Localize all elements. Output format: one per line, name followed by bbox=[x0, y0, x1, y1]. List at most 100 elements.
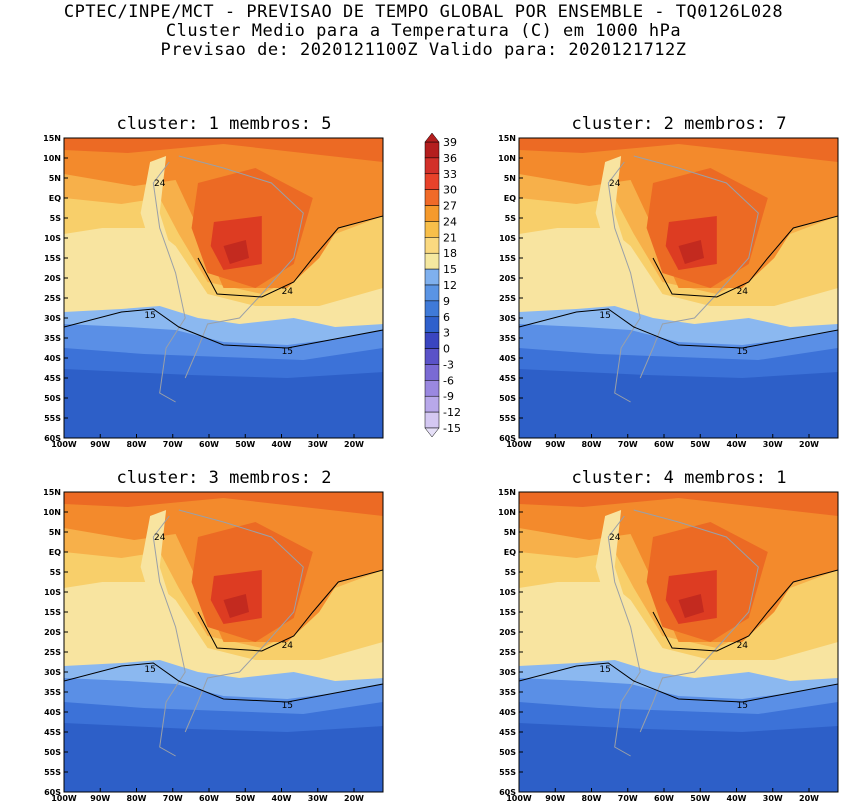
colorbar-segment bbox=[424, 141, 440, 159]
lat-tick-label: 5N bbox=[504, 174, 516, 183]
lon-tick-label: 80W bbox=[582, 440, 602, 449]
lon-tick-label: 100W bbox=[506, 440, 532, 449]
lat-tick-label: 15N bbox=[43, 488, 61, 497]
lon-tick-label: 90W bbox=[90, 440, 110, 449]
lon-tick-label: 30W bbox=[763, 794, 783, 803]
lat-tick-label: 55S bbox=[44, 414, 61, 423]
lat-tick-label: 30S bbox=[44, 668, 61, 677]
colorbar-level-label: 30 bbox=[443, 184, 457, 197]
contour-label: 24 bbox=[609, 533, 621, 543]
lat-tick-label: 40S bbox=[499, 708, 516, 717]
contour-label: 15 bbox=[599, 311, 610, 321]
lat-tick-label: 25S bbox=[44, 648, 61, 657]
lon-tick-label: 70W bbox=[618, 794, 638, 803]
lat-tick-label: 20S bbox=[499, 274, 516, 283]
lon-tick-label: 90W bbox=[545, 794, 565, 803]
colorbar-segment bbox=[424, 364, 440, 381]
panel-3-title: cluster: 3 membros: 2 bbox=[116, 468, 332, 488]
colorbar-segment bbox=[424, 237, 440, 254]
lon-tick-label: 50W bbox=[690, 794, 710, 803]
colorbar-level-label: 24 bbox=[443, 215, 457, 228]
contour-label: 24 bbox=[282, 641, 294, 651]
lon-tick-label: 70W bbox=[163, 440, 183, 449]
contour-label: 24 bbox=[609, 179, 621, 189]
lon-tick-label: 80W bbox=[127, 794, 147, 803]
map-panel-3: 15 15 24 24 15N 10N 5N EQ 5S 10S 15S 20S 25S 30S 35S 40… bbox=[43, 488, 384, 803]
colorbar-segment bbox=[424, 157, 440, 175]
lon-tick-label: 90W bbox=[90, 794, 110, 803]
lon-tick-label: 40W bbox=[727, 794, 747, 803]
lat-tick-label: 10S bbox=[44, 234, 61, 243]
contour-label: 24 bbox=[154, 179, 166, 189]
contour-label: 15 bbox=[144, 665, 155, 675]
colorbar-level-label: 0 bbox=[443, 343, 450, 356]
lat-tick-label: 15S bbox=[499, 608, 516, 617]
lon-tick-label: 60W bbox=[199, 794, 219, 803]
lat-tick-label: 20S bbox=[44, 628, 61, 637]
colorbar-segment bbox=[424, 348, 440, 365]
contour-label: 24 bbox=[282, 287, 294, 297]
lon-tick-label: 30W bbox=[308, 794, 328, 803]
lon-tick-label: 20W bbox=[344, 794, 364, 803]
lat-tick-label: 10N bbox=[43, 154, 61, 163]
colorbar-segment bbox=[424, 332, 440, 349]
colorbar-level-label: -6 bbox=[443, 374, 454, 387]
lat-tick-label: 50S bbox=[44, 748, 61, 757]
lat-tick-label: 10N bbox=[43, 508, 61, 517]
colorbar-segment bbox=[424, 173, 440, 190]
lat-tick-label: 5S bbox=[50, 214, 62, 223]
lon-tick-label: 60W bbox=[654, 440, 674, 449]
panel-1-title: cluster: 1 membros: 5 bbox=[116, 114, 332, 134]
colorbar-level-label: 12 bbox=[443, 279, 457, 292]
lat-tick-label: 35S bbox=[499, 688, 516, 697]
contour-label: 24 bbox=[154, 533, 166, 543]
lat-tick-label: EQ bbox=[49, 548, 61, 557]
lon-tick-label: 50W bbox=[235, 440, 255, 449]
colorbar-segment bbox=[424, 300, 440, 318]
lat-tick-label: 40S bbox=[44, 354, 61, 363]
map-panel-2: 15 15 24 24 15N 10N 5N EQ 5S 10S 15S 20S 25S 30S 35S 40… bbox=[498, 134, 839, 449]
lon-tick-label: 40W bbox=[272, 440, 292, 449]
colorbar-level-label: -15 bbox=[443, 422, 461, 435]
map-panel-4: 15 15 24 24 15N 10N 5N EQ 5S 10S 15S 20S 25S 30S 35S 40… bbox=[498, 488, 839, 803]
lat-tick-label: 15S bbox=[44, 608, 61, 617]
lon-tick-label: 20W bbox=[799, 794, 819, 803]
lat-tick-label: 35S bbox=[499, 334, 516, 343]
lat-tick-label: 20S bbox=[44, 274, 61, 283]
lat-tick-label: 60S bbox=[44, 788, 61, 797]
lat-tick-label: 5S bbox=[50, 568, 62, 577]
lat-tick-label: 5S bbox=[505, 568, 517, 577]
lat-tick-label: 60S bbox=[44, 434, 61, 443]
lon-tick-label: 100W bbox=[506, 794, 532, 803]
lon-tick-label: 60W bbox=[654, 794, 674, 803]
colorbar-segment bbox=[424, 252, 440, 270]
contour-label: 15 bbox=[737, 701, 748, 711]
lat-tick-label: 10N bbox=[498, 154, 516, 163]
colorbar-segment bbox=[424, 205, 440, 222]
colorbar-level-label: 27 bbox=[443, 200, 457, 213]
lat-tick-label: 45S bbox=[44, 374, 61, 383]
colorbar-segment bbox=[424, 221, 440, 238]
colorbar-level-label: 6 bbox=[443, 311, 450, 324]
lon-tick-label: 40W bbox=[272, 794, 292, 803]
lat-tick-label: 5S bbox=[505, 214, 517, 223]
lat-tick-label: 55S bbox=[44, 768, 61, 777]
colorbar-level-label: 3 bbox=[443, 327, 450, 340]
lat-tick-label: 55S bbox=[499, 414, 516, 423]
lat-tick-label: EQ bbox=[504, 548, 516, 557]
lat-tick-label: 25S bbox=[44, 294, 61, 303]
lat-tick-label: 50S bbox=[499, 748, 516, 757]
contour-label: 15 bbox=[737, 347, 748, 357]
lon-tick-label: 100W bbox=[51, 794, 77, 803]
lon-tick-label: 50W bbox=[690, 440, 710, 449]
contour-label: 15 bbox=[144, 311, 155, 321]
lat-tick-label: 5N bbox=[49, 528, 61, 537]
colorbar-segment bbox=[424, 268, 440, 286]
contour-label: 15 bbox=[282, 347, 293, 357]
figure-title-line-1: CPTEC/INPE/MCT - PREVISAO DE TEMPO GLOBA… bbox=[63, 2, 784, 22]
lat-tick-label: 60S bbox=[499, 434, 516, 443]
lon-tick-label: 80W bbox=[127, 440, 147, 449]
lon-tick-label: 30W bbox=[308, 440, 328, 449]
contour-label: 15 bbox=[282, 701, 293, 711]
